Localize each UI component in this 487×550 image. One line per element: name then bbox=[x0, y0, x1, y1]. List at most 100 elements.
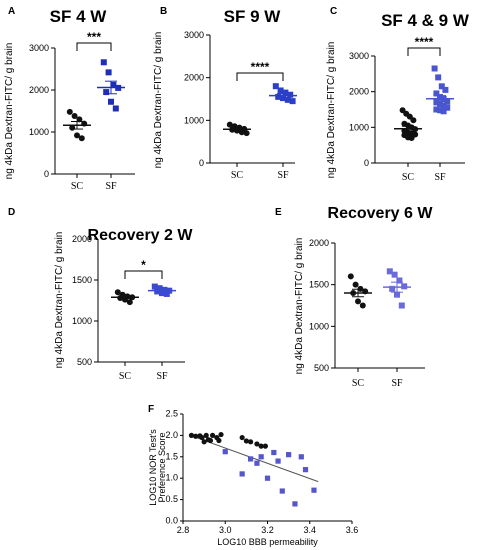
data-point-E-SF bbox=[391, 271, 398, 278]
x-tick-label-D-SF: SF bbox=[156, 371, 168, 382]
data-point-C-SF bbox=[440, 108, 447, 115]
x-axis-label-F: LOG10 BBB permeability bbox=[217, 537, 318, 547]
data-point-C-SF bbox=[440, 102, 447, 109]
regression-line-F bbox=[191, 435, 319, 483]
x-tick-label-A-SF: SF bbox=[105, 181, 117, 192]
y-tick-label-D: 2000 bbox=[72, 234, 92, 244]
data-point-A-SF bbox=[108, 98, 114, 105]
data-point-F-SF bbox=[248, 456, 254, 462]
panel-title-D: Recovery 2 W bbox=[88, 227, 194, 244]
data-point-A-SC bbox=[78, 135, 85, 142]
data-point-E-SF bbox=[386, 268, 393, 275]
data-point-F-SF bbox=[271, 449, 277, 456]
data-point-F-SC bbox=[248, 439, 254, 445]
x-tick-label-C-SC: SC bbox=[402, 172, 415, 183]
x-tick-label-E-SC: SC bbox=[352, 378, 365, 389]
x-tick-label-D-SC: SC bbox=[119, 371, 132, 382]
y-tick-label-D: 1500 bbox=[72, 275, 92, 285]
panel-letter-E: E bbox=[275, 207, 282, 218]
y-tick-label-F: 2.0 bbox=[165, 430, 178, 440]
data-point-F-SC bbox=[216, 437, 222, 444]
panel-letter-D: D bbox=[8, 207, 15, 218]
panel-letter-F: F bbox=[148, 404, 154, 415]
panel-letter-A: A bbox=[8, 6, 15, 17]
data-point-C-SF bbox=[433, 90, 440, 97]
x-tick-label-E-SF: SF bbox=[391, 378, 403, 389]
data-point-B-SF bbox=[284, 96, 291, 103]
data-point-D-SF bbox=[163, 290, 170, 297]
data-point-C-SF bbox=[444, 98, 451, 105]
y-tick-label-F: 2.5 bbox=[165, 409, 178, 419]
y-tick-label-A: 2000 bbox=[29, 85, 49, 95]
data-point-F-SF bbox=[302, 467, 309, 473]
panel-letter-B: B bbox=[160, 6, 167, 17]
x-tick-label-B-SC: SC bbox=[231, 170, 244, 181]
y-tick-label-B: 0 bbox=[199, 158, 204, 168]
y-tick-label-A: 1000 bbox=[29, 127, 49, 137]
data-point-D-SF bbox=[151, 283, 158, 290]
x-tick-label-F: 3.4 bbox=[303, 525, 316, 535]
y-tick-label-E: 2000 bbox=[309, 238, 329, 248]
y-tick-label-B: 2000 bbox=[184, 73, 204, 83]
data-point-E-SF bbox=[396, 277, 403, 284]
x-tick-label-F: 3.2 bbox=[261, 525, 274, 535]
y-axis-label-F-line1: LOG10 NOR Test's bbox=[148, 429, 158, 506]
significance-marker-A: *** bbox=[87, 30, 101, 44]
significance-bracket-C bbox=[407, 47, 441, 56]
data-point-E-SF bbox=[398, 302, 405, 309]
data-point-C-SF bbox=[444, 104, 451, 111]
data-point-E-SF bbox=[389, 285, 396, 292]
panel-title-B: SF 9 W bbox=[224, 7, 282, 26]
data-point-A-SC bbox=[66, 108, 73, 115]
data-point-B-SC bbox=[243, 130, 250, 137]
x-tick-label-F: 2.8 bbox=[177, 525, 190, 535]
data-point-A-SF bbox=[110, 81, 117, 88]
y-tick-label-D: 500 bbox=[77, 357, 92, 367]
data-point-F-SF bbox=[275, 458, 281, 464]
y-axis-label-E: ng 4kDa Dextran-FITC/ g brain bbox=[294, 238, 305, 375]
data-point-F-SF bbox=[258, 454, 264, 460]
significance-marker-C: **** bbox=[415, 35, 434, 49]
data-point-F-SC bbox=[201, 439, 207, 445]
data-point-B-SF bbox=[272, 83, 279, 90]
data-point-C-SF bbox=[438, 83, 445, 90]
data-point-A-SC bbox=[71, 113, 78, 120]
data-point-B-SC bbox=[226, 121, 233, 128]
data-point-A-SF bbox=[100, 59, 107, 66]
data-point-D-SC bbox=[126, 299, 133, 306]
data-point-B-SF bbox=[277, 87, 284, 94]
data-point-F-SC bbox=[243, 438, 249, 444]
data-point-A-SC bbox=[76, 116, 83, 123]
data-point-E-SC bbox=[355, 298, 361, 305]
data-point-E-SC bbox=[352, 281, 359, 288]
y-tick-label-A: 0 bbox=[44, 169, 49, 179]
y-tick-label-B: 1000 bbox=[184, 115, 204, 125]
data-point-B-SF bbox=[289, 98, 296, 105]
data-point-F-SC bbox=[254, 441, 260, 447]
x-tick-label-F: 3.0 bbox=[219, 525, 232, 535]
data-point-F-SF bbox=[279, 488, 285, 494]
data-point-B-SF bbox=[275, 93, 282, 100]
data-point-E-SC bbox=[347, 273, 354, 280]
panel-letter-C: C bbox=[330, 6, 337, 17]
data-point-F-SF bbox=[222, 449, 228, 455]
data-point-D-SF bbox=[156, 285, 163, 292]
data-point-F-SC bbox=[199, 434, 205, 441]
y-tick-label-B: 3000 bbox=[184, 30, 204, 40]
y-tick-label-E: 1500 bbox=[309, 280, 329, 290]
y-tick-label-D: 1000 bbox=[72, 316, 92, 326]
data-point-F-SF bbox=[264, 475, 271, 481]
y-tick-label-F: 0.0 bbox=[165, 516, 178, 526]
data-point-F-SC bbox=[209, 432, 216, 438]
significance-bracket-A bbox=[76, 42, 112, 51]
panel-title-E: Recovery 6 W bbox=[328, 205, 434, 222]
data-point-D-SF bbox=[159, 290, 165, 297]
data-point-C-SF bbox=[437, 101, 443, 108]
data-point-F-SF bbox=[311, 487, 317, 493]
data-point-C-SF bbox=[433, 106, 440, 113]
y-tick-label-E: 500 bbox=[314, 363, 329, 373]
data-point-F-SF bbox=[254, 460, 260, 466]
significance-bracket-B bbox=[236, 72, 284, 81]
y-tick-label-C: 0 bbox=[364, 158, 369, 168]
